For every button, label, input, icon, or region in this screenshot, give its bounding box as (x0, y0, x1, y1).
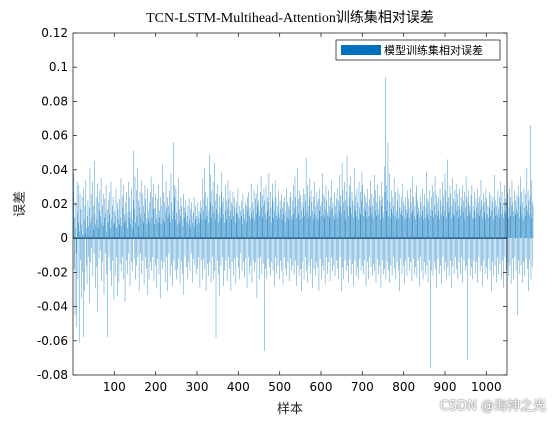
x-axis-ticks: 100 200 300 400 500 600 700 800 900 1000 (103, 33, 502, 394)
y-tick-label: 0.04 (41, 163, 68, 177)
x-tick-label: 800 (392, 380, 415, 394)
x-tick-label: 200 (144, 380, 167, 394)
y-axis-label: 误差 (13, 191, 28, 217)
x-axis-label: 样本 (277, 402, 303, 417)
x-tick-label: 400 (227, 380, 250, 394)
bar-series (73, 77, 534, 369)
y-tick-label: 0.08 (41, 94, 68, 108)
plot-area: -0.08 -0.06 -0.04 -0.02 0 0.02 0.04 0.06 0.08 0.1… (37, 26, 534, 394)
y-tick-label: 0.1 (49, 60, 68, 74)
x-tick-label: 500 (268, 380, 291, 394)
legend-swatch (341, 45, 381, 55)
y-tick-label: 0.12 (41, 26, 68, 40)
y-tick-label: 0.02 (41, 197, 68, 211)
y-tick-label: -0.02 (37, 265, 68, 279)
y-tick-label: 0.06 (41, 129, 68, 143)
y-tick-label: -0.06 (37, 334, 68, 348)
x-tick-label: 100 (103, 380, 126, 394)
y-tick-label: -0.04 (37, 300, 68, 314)
y-tick-label: 0 (60, 231, 68, 245)
x-tick-label: 600 (310, 380, 333, 394)
watermark: CSDN @海神之光 (439, 399, 546, 414)
y-tick-label: -0.08 (37, 368, 68, 382)
x-tick-label: 900 (434, 380, 457, 394)
legend-label: 模型训练集相对误差 (384, 43, 483, 57)
x-tick-label: 1000 (471, 380, 502, 394)
chart-title: TCN-LSTM-Multihead-Attention训练集相对误差 (146, 9, 434, 26)
y-axis-ticks: -0.08 -0.06 -0.04 -0.02 0 0.02 0.04 0.06 0.08 0.1… (37, 26, 507, 382)
x-tick-label: 700 (351, 380, 374, 394)
legend: 模型训练集相对误差 (335, 39, 501, 61)
axes-box (72, 32, 508, 376)
x-tick-label: 300 (186, 380, 209, 394)
